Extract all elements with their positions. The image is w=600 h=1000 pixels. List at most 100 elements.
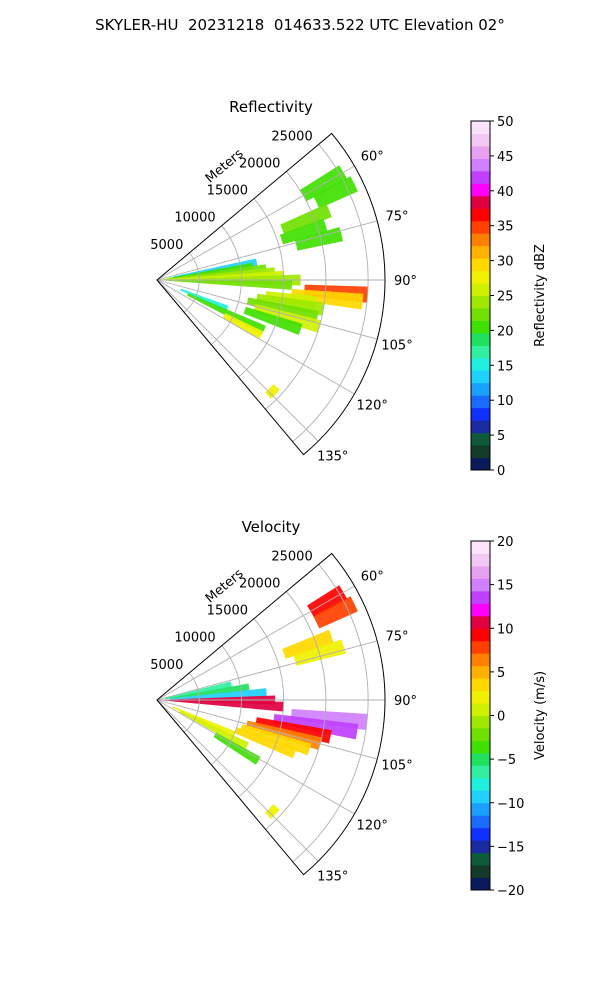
colorbar-swatch [471,541,490,554]
colorbar-swatch [471,565,490,579]
colorbar-swatch [471,382,490,396]
colorbar-swatch [471,220,490,234]
radial-gridline [292,144,369,443]
angular-tick-label: 105° [381,758,412,773]
radial-tick-label: 15000 [207,184,248,199]
radar-cell [165,683,250,700]
colorbar-swatch [471,678,490,692]
colorbar-swatch [471,777,490,791]
colorbar-tick-label: 20 [497,324,514,339]
colorbar-swatch [471,345,490,359]
panel-title: Reflectivity [229,98,313,116]
colorbar-swatch [471,370,490,384]
panel-title: Velocity [242,518,301,536]
colorbar-tick-label: 10 [497,394,514,409]
angular-gridline [156,220,378,281]
reflectivity-colorbar: 0 5 10 15 20 25 30 35 40 45 50 Reflectivity dBZ [470,115,548,479]
colorbar-swatch [471,133,490,147]
colorbar-swatch [471,395,490,409]
colorbar-swatch [471,727,490,741]
colorbar-swatch [471,790,490,804]
sector-frame [156,132,386,456]
radar-cell [243,306,303,335]
sector-frame [156,552,386,876]
figure-suptitle: SKYLER-HU 20231218 014633.522 UTC Elevat… [95,16,505,34]
colorbar-swatch [471,628,490,642]
radar-cells [161,585,368,819]
angular-gridline [156,279,378,340]
radar-cell [313,176,358,209]
colorbar-swatch [471,158,490,172]
radar-cell [234,727,297,759]
radar-cell [282,629,334,659]
colorbar-tick-label: 40 [497,185,514,200]
colorbar-swatch [471,170,490,184]
colorbar-swatch [471,852,490,866]
radar-cell [265,804,280,819]
radar-cell [272,713,359,740]
colorbar-swatch [471,245,490,259]
colorbar-tick-label: 20 [497,535,514,550]
colorbar-swatch [471,407,490,421]
angular-gridline [156,585,355,701]
radial-tick-label: 10000 [174,631,215,646]
radar-cell [294,226,343,251]
colorbar-swatch [471,307,490,321]
colorbar-swatch [471,827,490,841]
radar-cell [173,258,258,278]
colorbar-swatch [471,145,490,159]
radial-gridline [210,645,242,766]
angular-tick-label: 105° [381,338,412,353]
colorbar-swatch [471,615,490,629]
angular-gridline [156,279,319,442]
colorbar-tick-label: 45 [497,150,514,165]
reflectivity-panel: Reflectivity500010000150002000025000Mete… [150,98,417,465]
polar-grid [156,144,385,443]
colorbar-tick-label: −15 [497,840,524,855]
colorbar-swatch [471,295,490,309]
radar-cell [165,279,293,290]
colorbar-tick-label: 5 [497,429,505,444]
radar-cells [161,165,369,399]
colorbar-swatch [471,740,490,754]
radar-cell [222,313,264,340]
colorbar-swatch [471,553,490,567]
colorbar-label: Reflectivity dBZ [533,244,548,347]
colorbar-swatch [471,640,490,654]
radial-gridline [265,591,327,830]
colorbar-swatch [471,603,490,617]
angular-gridline [156,699,378,760]
angular-tick-label: 90° [394,274,417,289]
colorbar-swatch [471,765,490,779]
colorbar-tick-label: 15 [497,359,514,374]
radial-tick-label: 5000 [150,238,183,253]
angular-tick-label: 135° [317,870,348,885]
radial-gridline [265,171,327,410]
colorbar-swatch [471,802,490,816]
colorbar-swatch [471,653,490,667]
colorbar-swatch [471,690,490,704]
radial-tick-label: 25000 [271,549,312,564]
colorbar-swatch [471,865,490,879]
colorbar-tick-label: −20 [497,884,524,899]
angular-tick-label: 60° [361,150,384,165]
colorbar-swatch [471,283,490,296]
colorbar-tick-label: 15 [497,579,514,594]
polar-grid [156,564,385,863]
colorbar-tick-label: −5 [497,753,516,768]
colorbar-swatch [471,840,490,854]
radial-tick-label: 15000 [207,604,248,619]
radial-tick-label: 20000 [239,156,280,171]
colorbar-swatch [471,357,490,371]
radial-tick-label: 20000 [239,576,280,591]
colorbar-swatch [471,332,490,346]
radial-tick-label: 5000 [150,658,183,673]
angular-gridline [156,165,355,281]
angular-gridline [156,640,378,701]
angular-tick-label: 135° [317,450,348,465]
colorbar-swatch [471,715,490,729]
colorbar-tick-label: 0 [497,464,505,479]
colorbar-swatch [471,258,490,272]
